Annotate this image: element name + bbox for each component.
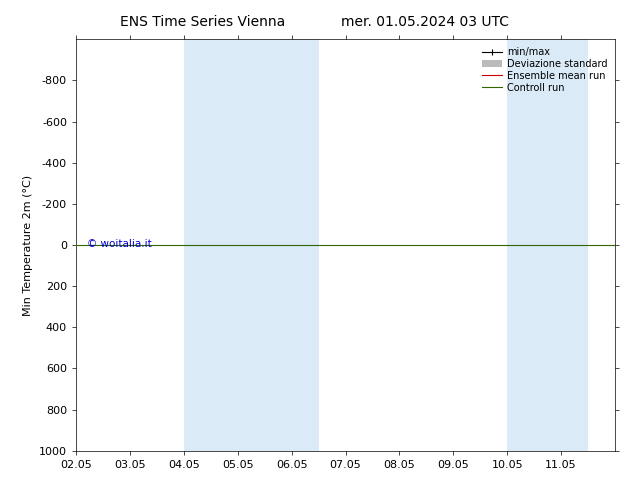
- Text: ENS Time Series Vienna: ENS Time Series Vienna: [120, 15, 285, 29]
- Legend: min/max, Deviazione standard, Ensemble mean run, Controll run: min/max, Deviazione standard, Ensemble m…: [479, 44, 610, 96]
- Bar: [184, 39, 319, 451]
- Text: mer. 01.05.2024 03 UTC: mer. 01.05.2024 03 UTC: [341, 15, 508, 29]
- Bar: [507, 39, 588, 451]
- Text: © woitalia.it: © woitalia.it: [87, 239, 152, 249]
- Y-axis label: Min Temperature 2m (°C): Min Temperature 2m (°C): [23, 174, 34, 316]
